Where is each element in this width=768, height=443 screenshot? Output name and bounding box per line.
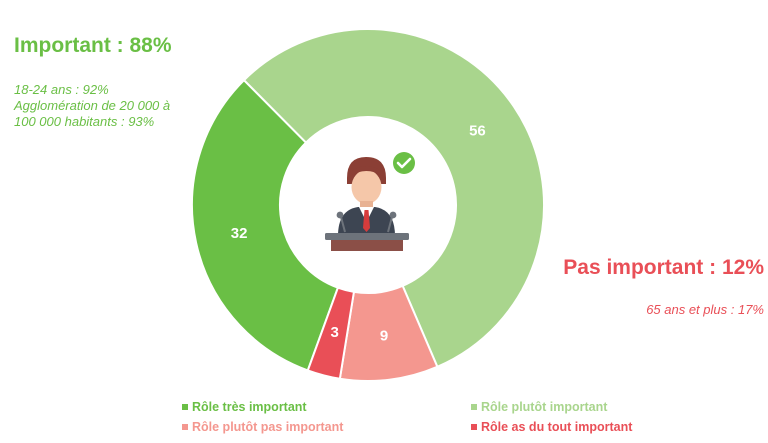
donut-data-label: 32: [231, 225, 248, 242]
not-important-headline: Pas important : 12%: [563, 256, 764, 279]
politician-at-podium-with-checkmark-icon: [325, 152, 415, 251]
legend-label: Rôle très important: [192, 400, 307, 414]
not-important-details: 65 ans et plus : 17%: [646, 302, 764, 318]
legend-swatch: [471, 423, 477, 430]
donut-data-labels: 32 56 9 3: [231, 123, 486, 345]
donut-data-label: 56: [469, 123, 486, 140]
donut-slice: [242, 28, 545, 369]
important-details: 18-24 ans : 92% Agglomération de 20 000 …: [14, 82, 244, 130]
legend-swatch: [182, 423, 188, 430]
legend-label: Rôle plutôt important: [481, 400, 608, 414]
donut-slice: [306, 286, 356, 380]
legend-item-pas-du-tout-important: Rôle as du tout important: [471, 420, 632, 434]
important-detail-line: Agglomération de 20 000 à: [14, 98, 171, 113]
important-detail-line: 18-24 ans : 92%: [14, 82, 109, 97]
important-detail-line: 100 000 habitants : 93%: [14, 114, 155, 129]
donut-slice: [191, 78, 340, 372]
not-important-detail-line: 65 ans et plus : 17%: [646, 302, 764, 317]
donut-data-label: 3: [331, 324, 339, 341]
legend-swatch: [471, 403, 477, 410]
legend-item-plutot-pas-important: Rôle plutôt pas important: [182, 420, 343, 434]
legend-label: Rôle as du tout important: [481, 420, 633, 434]
donut-data-label: 9: [380, 328, 388, 345]
important-headline: Important : 88%: [14, 34, 172, 57]
legend-label: Rôle plutôt pas important: [192, 420, 344, 434]
legend-item-tres-important: Rôle très important: [182, 400, 307, 414]
chart-legend: Rôle très important Rôle plutôt importan…: [182, 398, 702, 440]
donut-slices: [191, 28, 545, 382]
legend-swatch: [182, 403, 188, 410]
legend-item-plutot-important: Rôle plutôt important: [471, 400, 607, 414]
